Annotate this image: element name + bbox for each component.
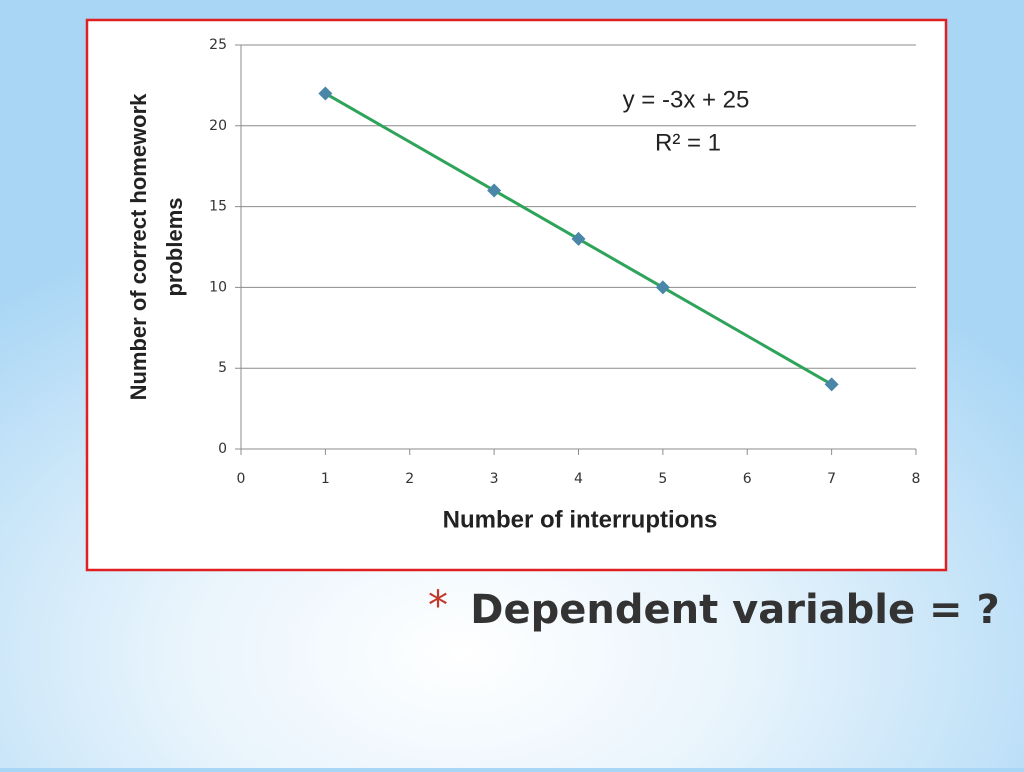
bullet: * — [428, 583, 448, 629]
x-tick-label: 5 — [658, 471, 667, 487]
equation: y = -3x + 25 — [623, 86, 750, 113]
x-tick-label: 1 — [321, 471, 330, 487]
x-tick-label: 2 — [405, 471, 414, 487]
x-tick-label: 0 — [237, 471, 246, 487]
marker — [318, 86, 333, 101]
x-tick-label: 7 — [827, 471, 836, 487]
chart-frame — [85, 18, 948, 572]
x-tick-label: 8 — [912, 471, 921, 487]
marker — [487, 183, 502, 198]
marker — [571, 231, 586, 246]
y-tick-label: 0 — [218, 441, 227, 457]
x-tick-label: 6 — [743, 471, 752, 487]
x-tick-label: 4 — [574, 471, 583, 487]
y-tick-label: 20 — [209, 118, 227, 134]
x-axis-label: Number of interruptions — [443, 506, 718, 533]
x-tick-label: 3 — [490, 471, 499, 487]
y-tick-label: 15 — [209, 199, 227, 215]
marker — [824, 377, 839, 392]
y-axis-label: Number of correct homework — [126, 93, 151, 401]
slide-text: Dependent variable = ? — [470, 587, 999, 633]
y-tick-label: 10 — [209, 279, 227, 295]
marker — [655, 280, 670, 295]
y-tick-label: 5 — [218, 360, 227, 376]
r-squared: R² = 1 — [655, 129, 721, 156]
y-tick-label: 25 — [209, 37, 227, 53]
y-axis-label: problems — [162, 197, 187, 296]
